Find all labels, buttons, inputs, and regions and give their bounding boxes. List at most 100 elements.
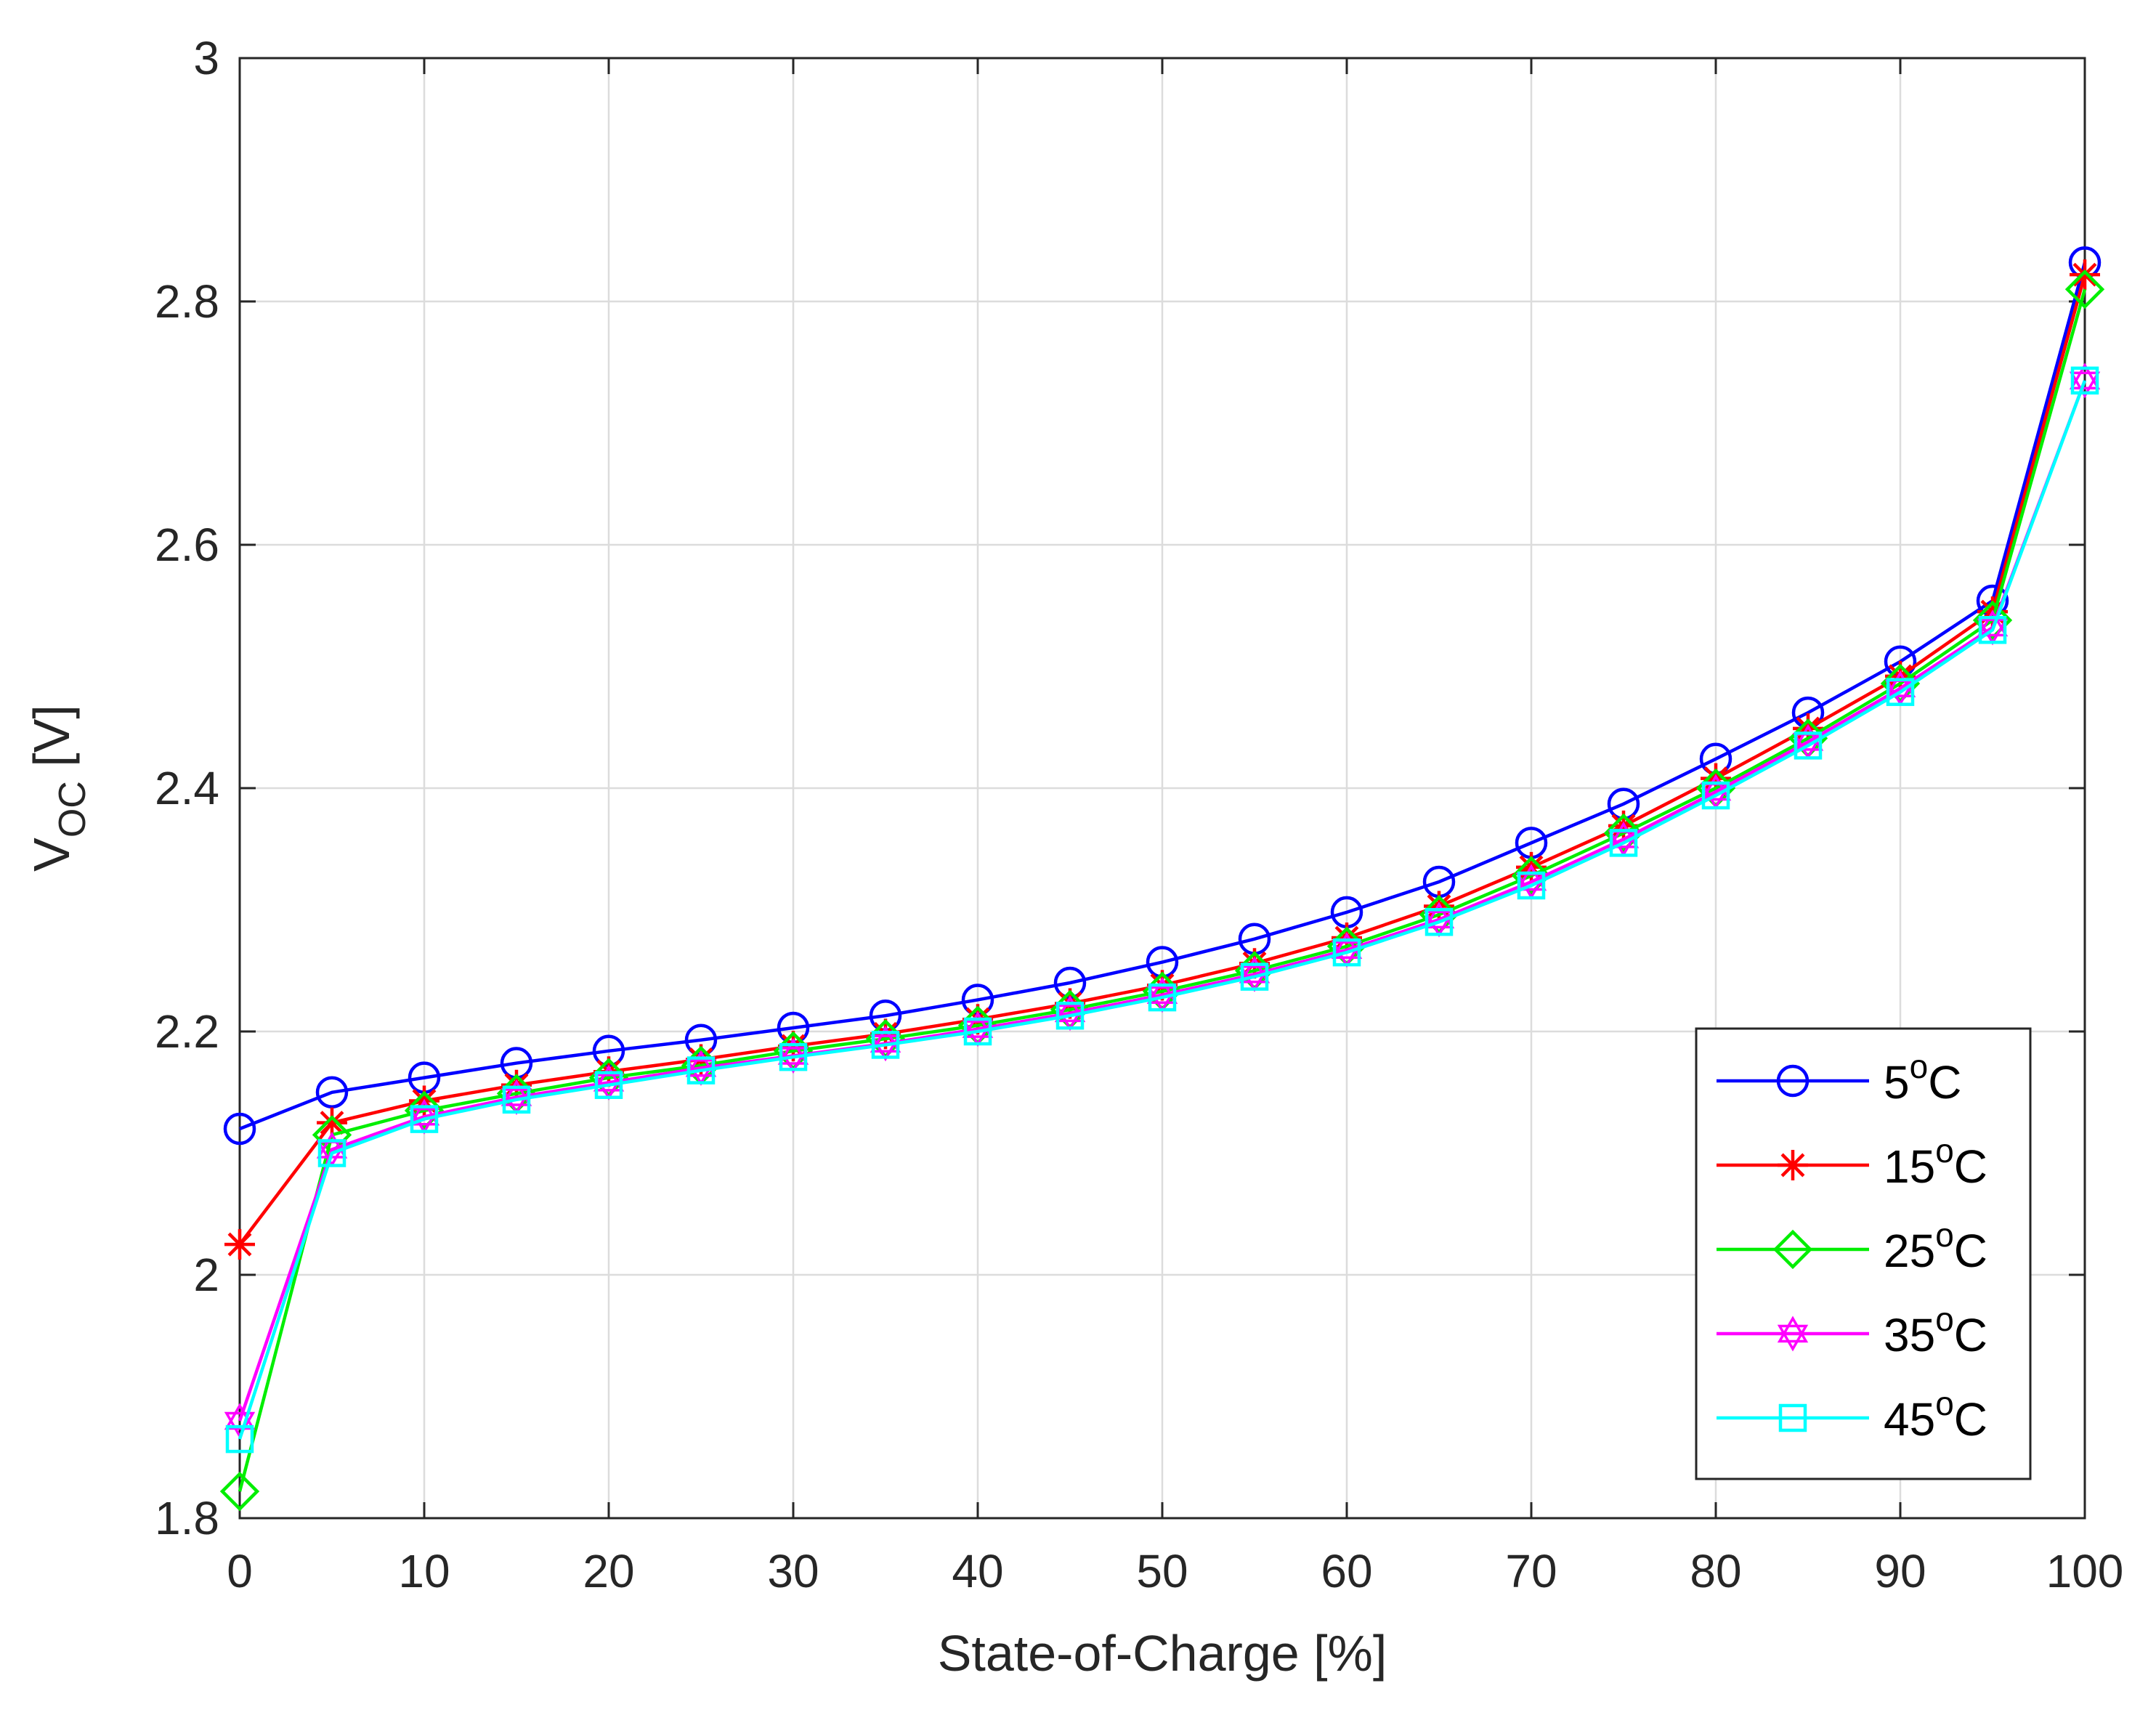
data-point	[223, 1112, 256, 1146]
data-point	[1701, 781, 1730, 810]
legend-label-unit: C	[1954, 1140, 1987, 1193]
legend-label-unit: C	[1954, 1393, 1987, 1446]
x-tick-label: 60	[1321, 1545, 1372, 1597]
x-tick-label: 70	[1505, 1545, 1557, 1597]
hexagram-tri-a	[1700, 774, 1732, 801]
data-point	[225, 1424, 254, 1454]
data-point	[779, 1042, 808, 1071]
legend-marker	[1772, 1229, 1813, 1270]
legend-item: 25oC	[1717, 1216, 1987, 1277]
data-point	[317, 1107, 347, 1138]
series-line	[238, 288, 2087, 1492]
legend-label: 45oC	[1884, 1385, 1987, 1446]
data-point	[1511, 856, 1552, 896]
data-point	[1332, 938, 1361, 967]
hexagram-tri-a	[1331, 932, 1363, 960]
legend-label: 15oC	[1884, 1132, 1987, 1193]
data-point	[963, 1017, 992, 1046]
data-point	[2070, 366, 2099, 395]
x-tick-label: 40	[952, 1545, 1003, 1597]
data-point	[1517, 871, 1546, 900]
legend-label-unit: C	[1928, 1056, 1961, 1108]
y-tick-label: 2.6	[155, 519, 219, 571]
series-45C	[225, 366, 2099, 1454]
legend-label-sup: o	[1935, 1385, 1954, 1422]
legend-label: 5oC	[1884, 1047, 1961, 1108]
legend-label-sup: o	[1935, 1216, 1954, 1254]
legend-label-num: 5	[1884, 1056, 1910, 1108]
hexagram-tri-a	[1884, 670, 1916, 697]
y-tick-label: 1.8	[155, 1492, 219, 1544]
x-tick-label: 20	[583, 1545, 634, 1597]
series-layer	[219, 246, 2105, 1512]
hexagram-tri-b	[1977, 618, 2009, 646]
legend-label-num: 15	[1884, 1140, 1935, 1193]
data-point	[1794, 731, 1823, 760]
legend-label-unit: C	[1954, 1225, 1987, 1277]
hexagram-tri-a	[1515, 864, 1547, 891]
data-point	[410, 1105, 439, 1133]
data-point	[2064, 269, 2105, 309]
data-point	[404, 1090, 445, 1131]
data-point	[2069, 362, 2101, 399]
hexagram-tri-a	[962, 1011, 994, 1038]
hexagram-tri-b	[1777, 1324, 1809, 1352]
data-point	[1978, 616, 2007, 644]
legend-item: 5oC	[1717, 1047, 1961, 1108]
hexagram-tri-a	[2069, 362, 2101, 390]
data-point	[1880, 663, 1921, 704]
hexagram-tri-a	[593, 1064, 625, 1092]
hexagram-tri-a	[685, 1050, 717, 1077]
x-axis-label: State-of-Charge [%]	[938, 1625, 1387, 1682]
legend-label-sup: o	[1935, 1132, 1954, 1169]
legend-label-sup: o	[1910, 1047, 1929, 1085]
y-tick-label: 2.8	[155, 275, 219, 328]
data-point	[1609, 829, 1638, 857]
hexagram-tri-b	[870, 1034, 901, 1062]
data-point	[1886, 678, 1915, 706]
data-point	[317, 1139, 346, 1167]
legend-label-num: 45	[1884, 1393, 1935, 1446]
y-tick-label: 2.4	[155, 762, 219, 814]
hexagram-tri-a	[1239, 956, 1270, 984]
legend-item: 45oC	[1717, 1385, 1987, 1446]
hexagram-tri-a	[777, 1037, 809, 1065]
x-tick-label: 30	[767, 1545, 819, 1597]
hexagram-tri-a	[1423, 901, 1455, 929]
data-point	[870, 1026, 901, 1062]
data-point	[1603, 813, 1644, 854]
data-point	[686, 1056, 716, 1085]
data-point	[1240, 962, 1269, 991]
data-point	[2070, 259, 2100, 291]
y-axis-label-main: V	[23, 838, 80, 872]
y-tick-label: 3	[193, 32, 219, 84]
legend-label: 25oC	[1884, 1216, 1987, 1277]
series-line	[239, 262, 2087, 1131]
x-tick-label: 50	[1136, 1545, 1188, 1597]
hexagram-tri-a	[1777, 1315, 1809, 1343]
legend-item: 35oC	[1717, 1300, 1987, 1361]
data-point	[315, 1076, 349, 1108]
data-point	[1424, 908, 1454, 936]
legend-marker	[1778, 1403, 1807, 1432]
legend-label-num: 25	[1884, 1225, 1935, 1277]
legend-item: 15oC	[1717, 1132, 1987, 1193]
data-point	[871, 1031, 900, 1059]
data-point	[501, 1069, 532, 1100]
data-point	[594, 1071, 623, 1099]
data-point	[1885, 660, 1916, 692]
legend-marker	[1777, 1315, 1809, 1352]
x-tick-label: 80	[1690, 1545, 1741, 1597]
legend-label-num: 35	[1884, 1309, 1935, 1361]
hexagram-tri-a	[1792, 723, 1824, 751]
hexagram-tri-a	[1608, 821, 1640, 848]
series-line	[238, 380, 2087, 1440]
data-point	[1055, 1001, 1085, 1030]
x-tick-label: 100	[2046, 1545, 2124, 1597]
data-point	[219, 1471, 260, 1512]
data-point	[1972, 600, 2013, 641]
y-axis-label: VOC [V]	[23, 705, 94, 872]
hexagram-tri-a	[408, 1098, 440, 1126]
y-tick-label: 2	[193, 1249, 219, 1301]
